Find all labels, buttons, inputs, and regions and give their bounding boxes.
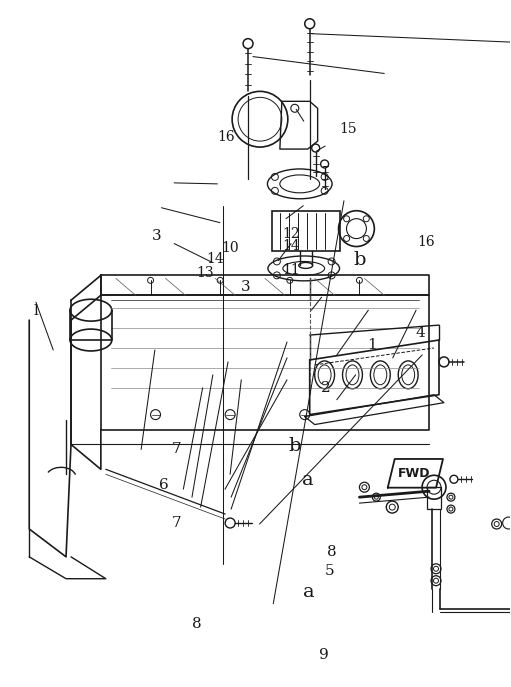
Text: 8: 8: [327, 545, 337, 559]
Text: 16: 16: [417, 236, 435, 249]
Bar: [427, 487, 441, 509]
Text: 11: 11: [282, 263, 300, 278]
Text: 7: 7: [172, 442, 181, 456]
Text: 13: 13: [196, 266, 214, 280]
Text: 2: 2: [321, 381, 331, 395]
Text: 8: 8: [192, 617, 202, 631]
Text: l: l: [34, 304, 38, 318]
Text: 14: 14: [282, 240, 300, 254]
Text: 3: 3: [241, 280, 250, 295]
Text: 10: 10: [221, 241, 239, 255]
Text: a: a: [303, 583, 315, 600]
Text: 3: 3: [152, 229, 161, 243]
Text: b: b: [354, 251, 366, 269]
Text: b: b: [289, 437, 301, 455]
Text: 9: 9: [319, 648, 329, 662]
Text: 7: 7: [172, 515, 181, 530]
Bar: [272, 211, 339, 251]
Text: 5: 5: [324, 564, 334, 578]
Text: a: a: [301, 471, 313, 489]
Text: 6: 6: [159, 478, 169, 492]
Text: 12: 12: [282, 227, 300, 241]
Text: 16: 16: [218, 130, 236, 144]
Text: FWD: FWD: [398, 467, 430, 480]
Text: 15: 15: [339, 122, 357, 136]
Text: 4: 4: [415, 326, 425, 339]
Text: 1: 1: [367, 338, 377, 352]
Text: 14: 14: [206, 252, 224, 267]
